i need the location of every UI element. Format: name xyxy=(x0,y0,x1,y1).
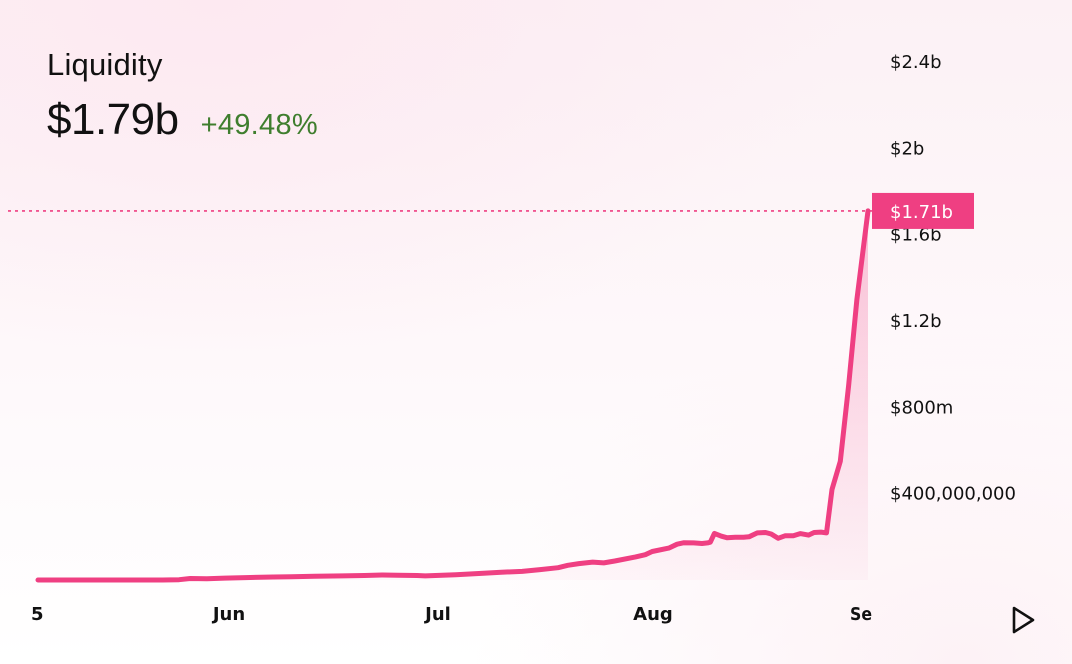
y-axis: $400,000,000 $800m $1.2b $1.6b $2b $2.4b xyxy=(890,52,1016,505)
value-row: $1.79b +49.48% xyxy=(47,95,318,145)
y-tick-label: $400,000,000 xyxy=(890,484,1016,505)
y-tick-label: $2b xyxy=(890,138,924,159)
x-tick-label: Se xyxy=(850,604,872,625)
y-tick-label: $1.6b xyxy=(890,225,942,246)
y-tick-label: $1.2b xyxy=(890,311,942,332)
play-icon[interactable] xyxy=(1008,604,1038,636)
liquidity-series-line xyxy=(35,208,871,583)
x-tick-label: Aug xyxy=(633,604,673,625)
x-axis: 5 Jun Jul Aug Se xyxy=(31,604,872,625)
current-price-label: $1.71b xyxy=(890,202,953,223)
current-value: $1.79b xyxy=(47,95,179,144)
liquidity-header: Liquidity $1.79b +49.48% xyxy=(47,47,318,145)
x-tick-label: Jul xyxy=(423,604,451,625)
current-price-tag: $1.71b xyxy=(872,192,974,229)
current-price-badge xyxy=(872,192,974,229)
percent-change: +49.48% xyxy=(200,109,318,141)
chart-title: Liquidity xyxy=(47,47,163,82)
y-tick-label: $800m xyxy=(890,397,953,418)
x-tick-label: 5 xyxy=(31,604,44,625)
liquidity-area-fill xyxy=(38,210,868,580)
y-tick-label: $2.4b xyxy=(890,52,942,73)
x-tick-label: Jun xyxy=(211,604,245,625)
